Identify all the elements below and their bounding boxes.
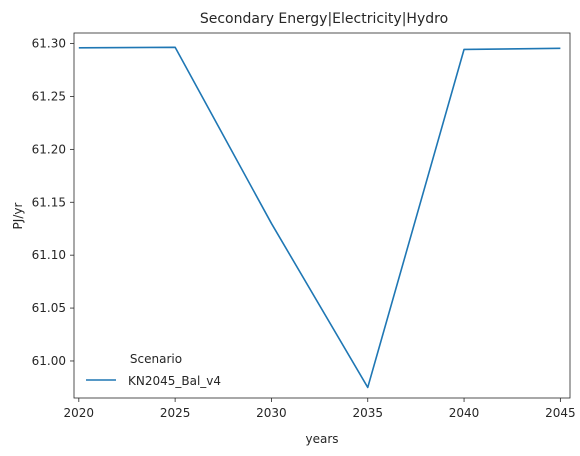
y-tick-label: 61.15 <box>32 195 66 209</box>
x-tick-label: 2035 <box>352 406 383 420</box>
legend: Scenario KN2045_Bal_v4 <box>86 352 221 388</box>
legend-title: Scenario <box>130 352 182 366</box>
plot-area: 2020 2025 2030 2035 2040 2045 61.00 61.05 61.10… <box>32 32 576 420</box>
legend-entry-label: KN2045_Bal_v4 <box>128 374 221 388</box>
x-axis: 2020 2025 2030 2035 2040 2045 <box>64 398 576 420</box>
x-tick-label: 2045 <box>545 406 576 420</box>
x-axis-label: years <box>305 432 338 446</box>
x-tick-label: 2030 <box>256 406 287 420</box>
y-tick-label: 61.00 <box>32 354 66 368</box>
y-axis-label: PJ/yr <box>11 203 25 230</box>
y-tick-label: 61.25 <box>32 89 66 103</box>
series-lines <box>78 46 561 389</box>
chart-title: Secondary Energy|Electricity|Hydro <box>200 11 448 27</box>
plot-frame <box>73 32 571 399</box>
y-tick-label: 61.10 <box>32 248 66 262</box>
y-tick-label: 61.20 <box>32 142 66 156</box>
y-axis: 61.00 61.05 61.10 61.15 61.20 61.25 61.30 <box>32 37 74 368</box>
x-tick-label: 2025 <box>160 406 191 420</box>
y-tick-label: 61.30 <box>32 37 66 51</box>
series-line-0 <box>78 46 561 389</box>
x-tick-label: 2020 <box>64 406 95 420</box>
x-tick-label: 2040 <box>449 406 480 420</box>
y-tick-label: 61.05 <box>32 301 66 315</box>
